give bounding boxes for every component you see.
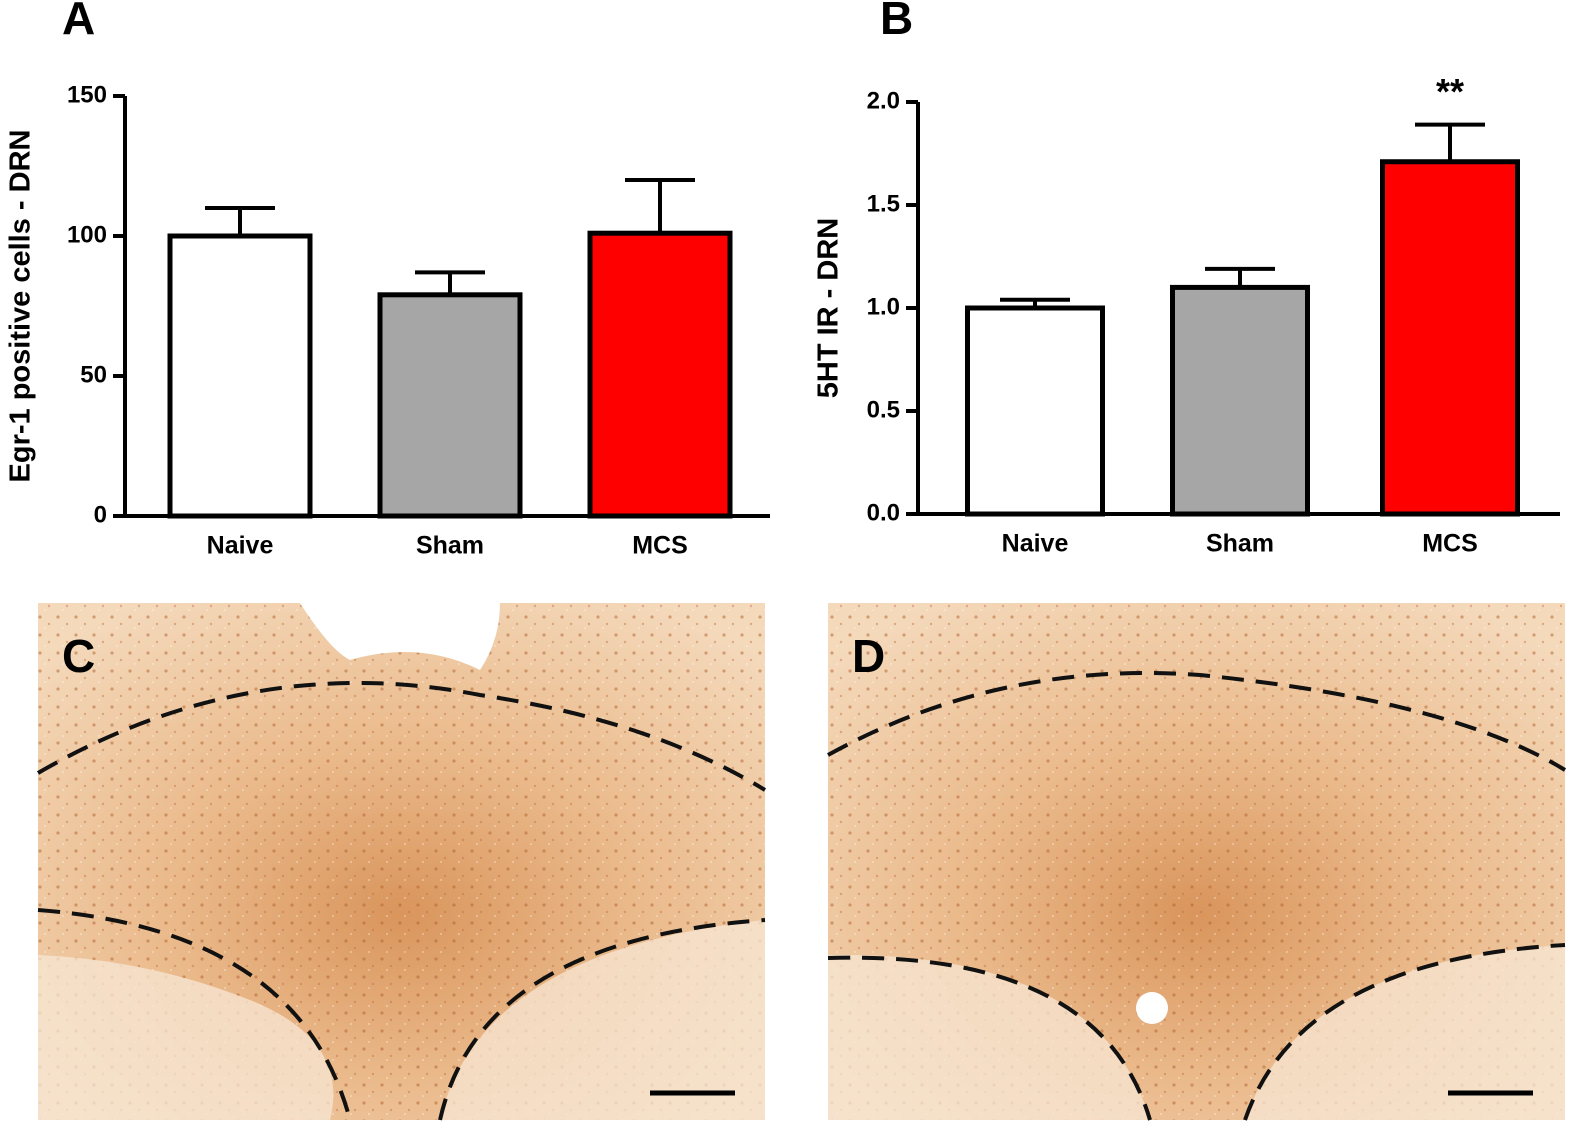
y-axis-title: Egr-1 positive cells - DRN — [5, 130, 37, 483]
bar — [965, 305, 1105, 517]
y-tick-label: 0.5 — [867, 396, 900, 423]
x-tick-label: Naive — [207, 532, 274, 560]
y-tick-label: 0 — [94, 501, 107, 528]
x-tick-label: MCS — [632, 532, 688, 560]
bar — [1170, 284, 1310, 517]
micrograph-c: C — [36, 603, 767, 1121]
y-tick-label: 50 — [80, 361, 107, 388]
micrograph-d: D — [827, 603, 1567, 1121]
x-tick-label: MCS — [1422, 530, 1478, 558]
y-tick-label: 2.0 — [867, 87, 900, 114]
bar — [587, 230, 733, 519]
significance-annotation: ** — [1436, 71, 1464, 112]
bar — [377, 292, 523, 519]
panel-label: B — [880, 0, 913, 44]
bar — [167, 233, 313, 519]
panel-label: D — [852, 630, 885, 682]
y-axis-title: 5HT IR - DRN — [813, 218, 845, 398]
bar — [1380, 159, 1520, 517]
y-tick-label: 1.0 — [867, 293, 900, 320]
x-tick-label: Naive — [1002, 530, 1069, 558]
panel-label: C — [62, 630, 95, 682]
x-tick-label: Sham — [416, 532, 484, 560]
panel-label: A — [62, 0, 95, 44]
y-tick-label: 100 — [67, 221, 107, 248]
x-tick-label: Sham — [1206, 530, 1274, 558]
y-tick-label: 0.0 — [867, 499, 900, 526]
bar-chart: A Egr-1 positive cells - DRN 0 50 100 150 Naiv… — [5, 0, 770, 560]
y-tick-label: 1.5 — [867, 190, 900, 217]
y-tick-label: 150 — [67, 81, 107, 108]
bar-chart: B 5HT IR - DRN 0.0 0.5 1.0 1.5 2.0 Naive Sham MCS… — [813, 0, 1560, 558]
